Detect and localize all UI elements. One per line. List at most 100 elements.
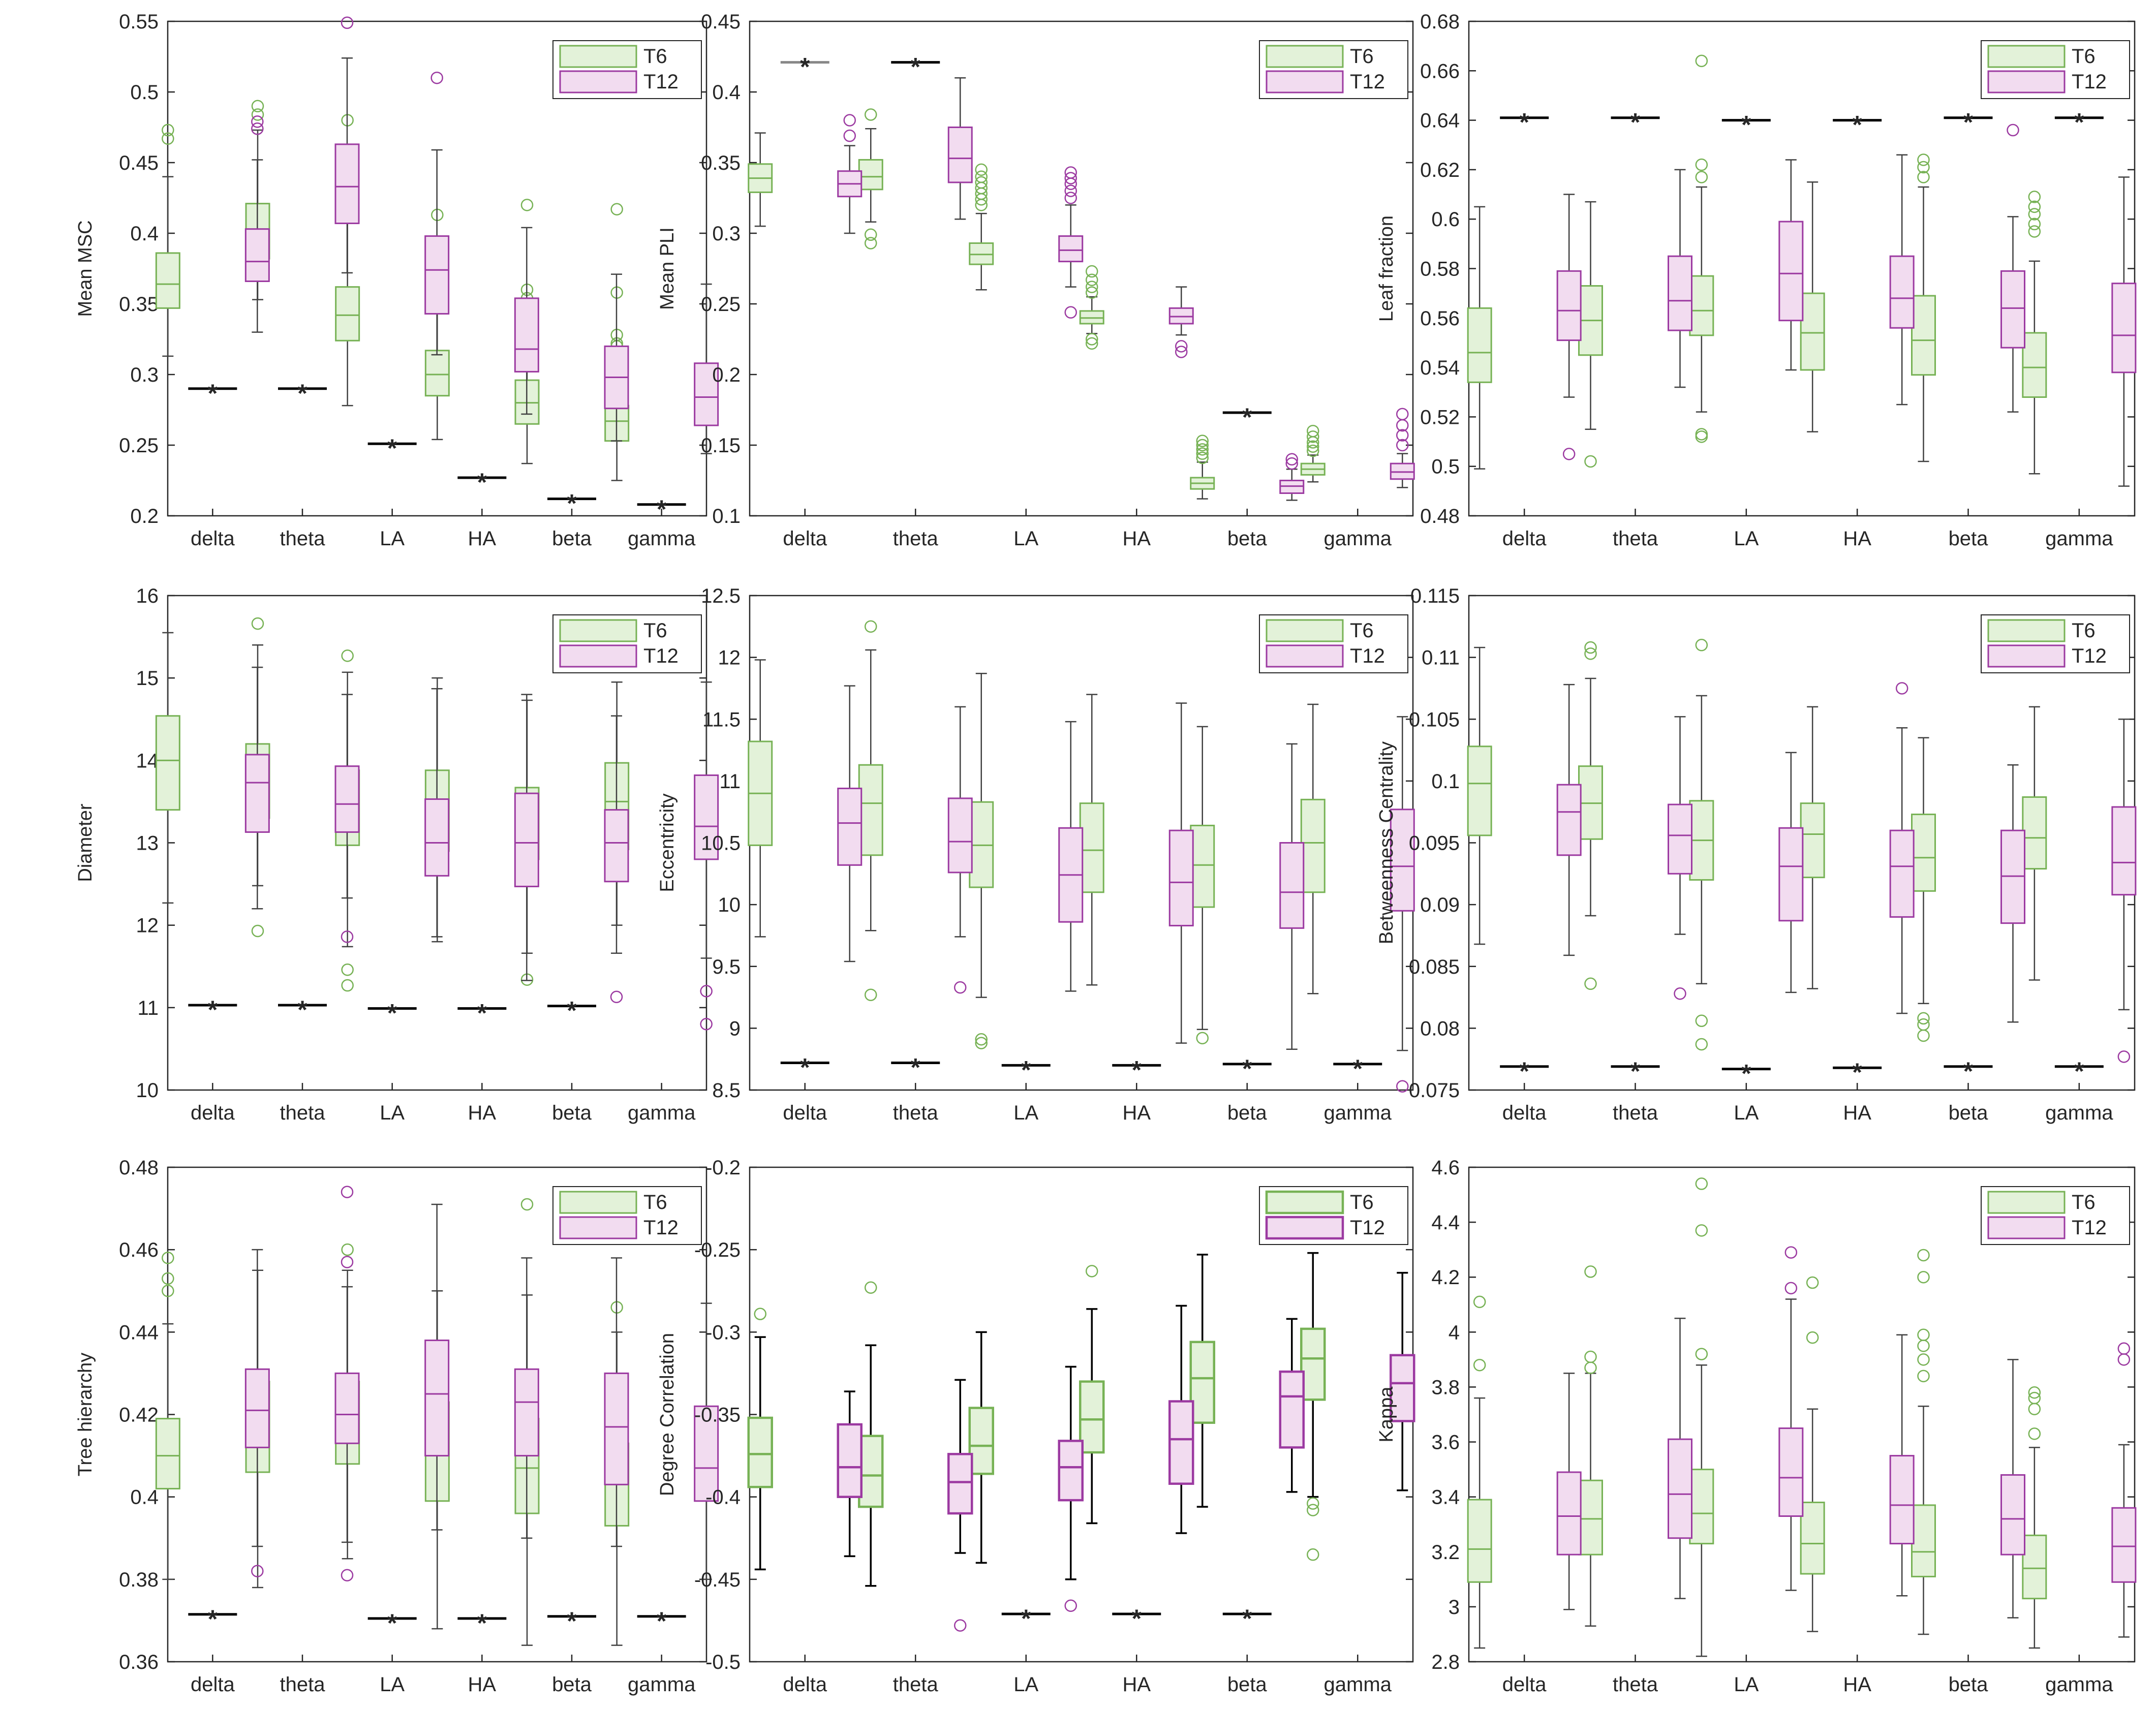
box xyxy=(1300,1327,1326,1401)
outlier-point xyxy=(1396,408,1409,421)
y-tick-label: 0.56 xyxy=(1420,307,1460,330)
legend-label-T6: T6 xyxy=(643,619,667,642)
outlier-point xyxy=(251,100,264,113)
y-tick-label: -0.4 xyxy=(705,1486,741,1509)
legend-swatch-T6 xyxy=(559,619,637,642)
significance-star: * xyxy=(2074,1057,2084,1085)
outlier-point xyxy=(1396,1080,1409,1093)
x-tick-label: LA xyxy=(1013,1102,1038,1124)
significance-star: * xyxy=(1519,108,1529,137)
box xyxy=(424,798,450,877)
x-tick-label: HA xyxy=(468,527,497,550)
y-tick-label: 0.44 xyxy=(119,1321,159,1344)
outlier-point xyxy=(1196,434,1209,447)
x-tick-label: beta xyxy=(1949,1102,1989,1124)
x-tick-label: delta xyxy=(191,527,235,550)
box xyxy=(2111,1507,2137,1583)
y-tick-label: 0.15 xyxy=(701,434,741,457)
legend-label-T6: T6 xyxy=(643,45,667,68)
x-tick-label: LA xyxy=(1734,1102,1759,1124)
outlier-point xyxy=(162,132,174,145)
y-tick-label: 0.42 xyxy=(119,1404,159,1426)
legend-swatch-T6 xyxy=(1266,619,1344,642)
legend-label-T6: T6 xyxy=(2072,619,2096,642)
x-tick-label: beta xyxy=(1227,1102,1268,1124)
y-tick-label: 0.66 xyxy=(1420,60,1460,82)
outlier-point xyxy=(1695,639,1708,651)
x-tick-label: delta xyxy=(1502,1673,1547,1696)
y-tick-label: 3.4 xyxy=(1431,1486,1460,1509)
y-tick-label: 0.35 xyxy=(119,293,159,316)
x-tick-label: delta xyxy=(783,1102,827,1124)
outlier-point xyxy=(1584,1361,1597,1374)
significance-star: * xyxy=(208,1605,218,1633)
y-tick-label: 0.1 xyxy=(1431,770,1460,793)
outlier-point xyxy=(1917,171,1930,183)
box xyxy=(1058,1440,1084,1502)
box xyxy=(947,797,973,874)
box xyxy=(1079,1380,1105,1454)
outlier-point xyxy=(1917,1018,1930,1031)
significance-star: * xyxy=(1963,108,1974,137)
outlier-point xyxy=(1086,265,1098,278)
legend-swatch-T12 xyxy=(559,644,637,668)
box xyxy=(1800,1501,1825,1575)
box xyxy=(244,1368,270,1448)
outlier-point xyxy=(975,163,988,176)
box xyxy=(1889,255,1915,329)
y-tick-label: 0.11 xyxy=(1422,647,1460,669)
y-tick-label: 10 xyxy=(136,1079,159,1102)
y-tick-label: 3.2 xyxy=(1431,1541,1460,1564)
outlier-point xyxy=(1584,977,1597,990)
boxplot-panel-4: 10 11 12 13 14 15 16 Diameter delta theta LA HA beta… xyxy=(75,585,719,1124)
outlier-point xyxy=(1695,1224,1708,1237)
outlier-point xyxy=(2028,1403,2041,1415)
box xyxy=(424,1340,450,1457)
series-T12 xyxy=(244,1186,719,1581)
outlier-point xyxy=(1895,682,1908,695)
x-tick-label: delta xyxy=(191,1673,235,1696)
outlier-point xyxy=(865,108,877,121)
y-axis-label: Betweenness Centrality xyxy=(1376,741,1397,944)
legend-label-T12: T12 xyxy=(1350,645,1385,667)
significance-star: * xyxy=(1132,1055,1142,1084)
boxplot-panel-9: 2.8 3 3.2 3.4 3.6 3.8 4 4.2 4.4 4.6 Kappa delta thet… xyxy=(1376,1157,2137,1696)
box xyxy=(335,286,360,341)
outlier-point xyxy=(1584,455,1597,468)
outlier-point xyxy=(341,1569,354,1581)
x-tick-label: LA xyxy=(1013,527,1038,550)
box xyxy=(1390,1354,1415,1422)
legend-label-T12: T12 xyxy=(2072,645,2107,667)
y-tick-label: 15 xyxy=(136,667,159,690)
box xyxy=(1189,1341,1215,1424)
outlier-point xyxy=(865,237,877,250)
legend-swatch-T12 xyxy=(1266,644,1344,668)
box xyxy=(1689,275,1714,336)
x-tick-label: HA xyxy=(1843,1673,1871,1696)
box xyxy=(1778,221,1804,322)
outlier-point xyxy=(843,129,856,142)
outlier-point xyxy=(1473,1295,1486,1309)
y-tick-label: 4 xyxy=(1449,1321,1460,1344)
legend-swatch-T6 xyxy=(559,1191,637,1214)
y-tick-label: 0.105 xyxy=(1409,708,1460,731)
series-T6 xyxy=(1467,54,2047,475)
x-tick-label: theta xyxy=(280,1673,326,1696)
x-tick-label: beta xyxy=(1227,527,1268,550)
box xyxy=(858,764,883,856)
x-tick-label: gamma xyxy=(1324,527,1392,550)
box xyxy=(1467,745,1492,836)
box xyxy=(334,143,360,225)
x-tick-label: delta xyxy=(191,1102,235,1124)
y-tick-label: 0.25 xyxy=(701,293,741,316)
outlier-point xyxy=(2007,123,2019,137)
y-tick-label: -0.25 xyxy=(694,1239,741,1261)
y-axis-label: Tree hierarchy xyxy=(75,1353,96,1477)
y-tick-label: 0.55 xyxy=(119,11,159,33)
outlier-point xyxy=(843,114,856,127)
y-tick-label: 11.5 xyxy=(702,708,741,731)
series-T12 xyxy=(837,77,1415,501)
